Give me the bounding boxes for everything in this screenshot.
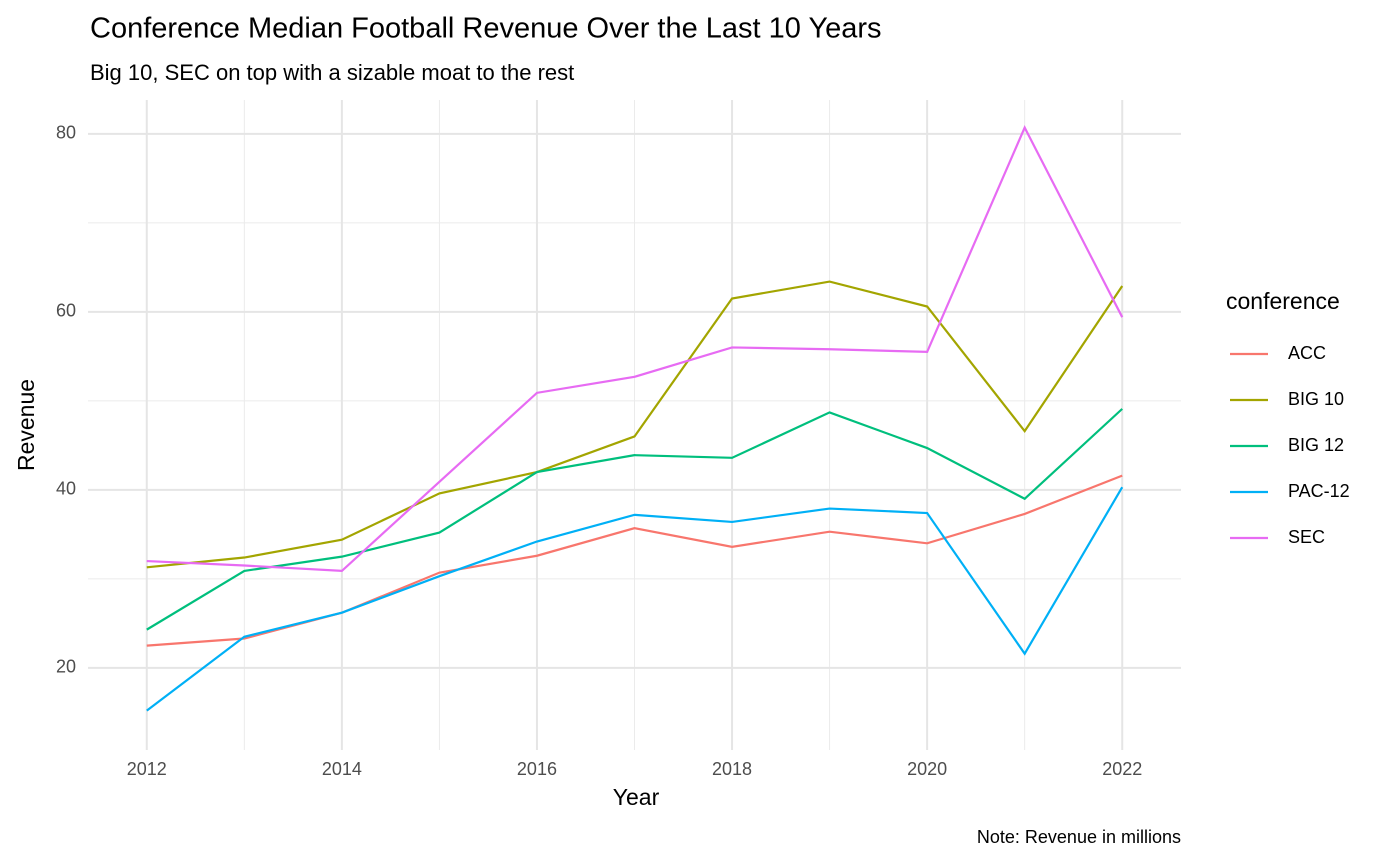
x-axis-label: Year (613, 784, 660, 810)
x-tick-label: 2020 (907, 759, 947, 779)
legend-title: conference (1226, 288, 1340, 314)
series-line (146, 280, 1124, 569)
y-tick-label: 60 (56, 301, 76, 321)
legend-label: BIG 12 (1288, 435, 1344, 455)
caption: Note: Revenue in millions (977, 827, 1181, 847)
legend-label: BIG 10 (1288, 389, 1344, 409)
legend-label: SEC (1288, 527, 1325, 547)
series-line (146, 408, 1123, 631)
series-line (146, 486, 1124, 712)
legend-label: PAC-12 (1288, 481, 1350, 501)
y-tick-label: 80 (56, 123, 76, 143)
series-line (146, 125, 1124, 572)
x-tick-label: 2014 (322, 759, 362, 779)
x-tick-label: 2022 (1102, 759, 1142, 779)
x-tick-label: 2016 (517, 759, 557, 779)
chart-subtitle: Big 10, SEC on top with a sizable moat t… (90, 60, 574, 85)
chart-title: Conference Median Football Revenue Over … (90, 13, 882, 45)
legend-label: ACC (1288, 343, 1326, 363)
x-tick-label: 2018 (712, 759, 752, 779)
x-tick-label: 2012 (127, 759, 167, 779)
y-tick-label: 20 (56, 657, 76, 677)
y-tick-label: 40 (56, 479, 76, 499)
y-axis-label: Revenue (13, 379, 39, 471)
